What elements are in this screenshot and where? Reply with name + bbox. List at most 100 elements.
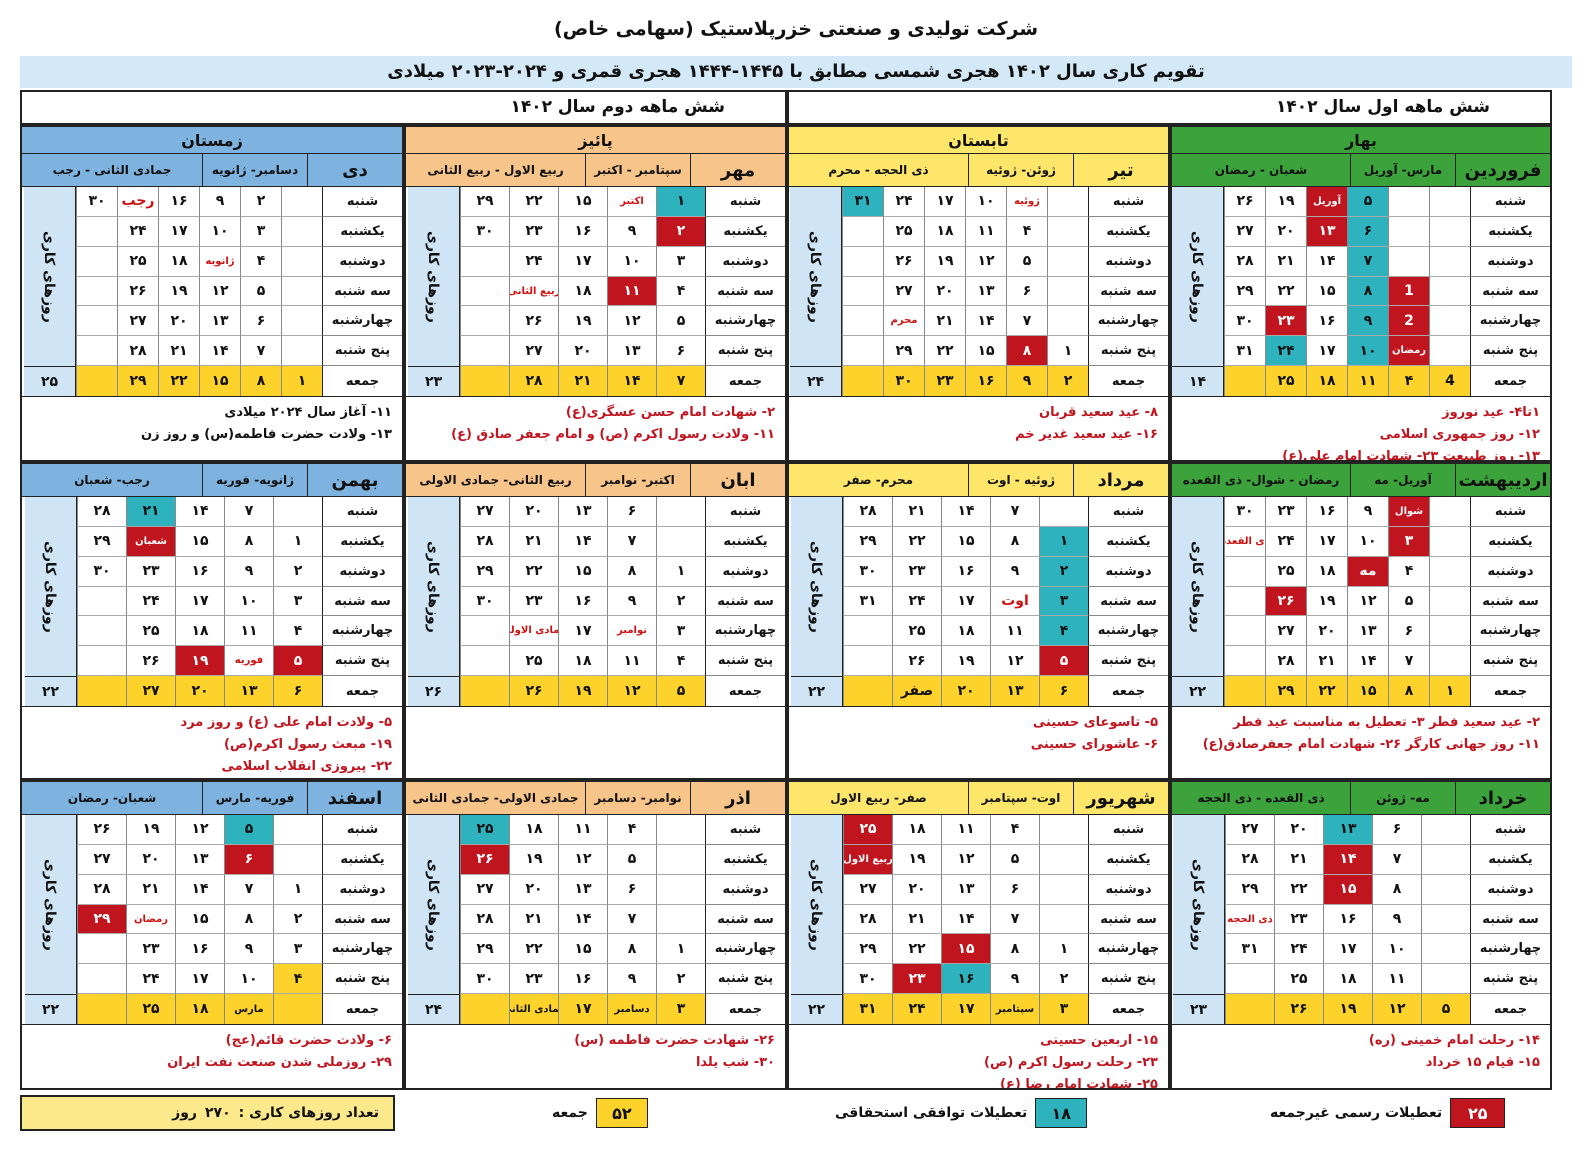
workdays-label: روزهای کاری	[808, 540, 824, 633]
weekday-label: جمعه	[322, 994, 402, 1025]
day-cell: ۲۳	[126, 934, 175, 965]
day-cell	[842, 336, 883, 367]
month-header: دی دسامبر- ژانویه جمادی الثانی - رجب	[22, 154, 402, 187]
workdays-count: ۲۶	[408, 676, 459, 706]
day-cell: ۳۰	[460, 216, 509, 247]
day-cell: ۱	[273, 874, 322, 905]
day-cell: ۱۵	[175, 526, 224, 557]
holiday-notes: ۱۴- رحلت امام خمینی (ره) ۱۵- قیام ۱۵ خردا…	[1172, 1025, 1550, 1079]
day-cell: ۲۳	[892, 964, 941, 995]
week-column: شوال ۳ ۴ ۵ ۶ ۷ ۸	[1388, 497, 1429, 707]
day-cell: ۲۳	[126, 556, 175, 587]
weekday-column: شنبه یکشنبه دوشنبه سه شنبه چهارشنبه پنج شنبه ج…	[1470, 187, 1550, 397]
workdays-count: ۱۴	[1172, 366, 1223, 396]
day-cell: ۲۳	[1265, 306, 1306, 337]
day-cell	[77, 934, 126, 965]
day-cell: ۱۲	[199, 276, 240, 307]
month-block-2-2: اذر نوامبر- دسامبر جمادی الاولی- جمادی الث…	[404, 780, 787, 1090]
day-cell: ۲	[656, 964, 705, 995]
holiday-note: ۶- ولادت حضرت قائم(عج)	[225, 1033, 392, 1048]
day-cell: ۲۰	[941, 676, 990, 707]
holiday-note: ۲۹- روزملی شدن صنعت نفت ایران	[167, 1055, 392, 1070]
day-cell	[76, 216, 117, 247]
day-cell: مه	[1347, 556, 1388, 587]
day-cell: ۱۷	[558, 616, 607, 647]
persian-month-name: تیر	[1073, 154, 1168, 186]
weekday-label: دوشنبه	[705, 556, 785, 587]
day-cell: ۷	[1347, 246, 1388, 277]
day-cell: ۲۷	[117, 306, 158, 337]
week-column: ۲۸ ۲۹ ۳۰ ۳۱	[843, 497, 892, 707]
day-cell	[1047, 187, 1088, 217]
day-cell: سپتامبر	[990, 994, 1039, 1025]
day-cell: ۳	[1039, 994, 1088, 1025]
weekday-label: دوشنبه	[1470, 556, 1550, 587]
day-cell: ۱۸	[509, 815, 558, 845]
day-cell: ۹	[224, 556, 273, 587]
day-cell: ۲۹	[1224, 276, 1265, 307]
day-cell: ۶	[224, 844, 273, 875]
weekday-label: جمعه	[705, 676, 785, 707]
holiday-notes: ۱۵- اربعین حسینی ۲۳- رحلت رسول اکرم (ص) ۲۵…	[789, 1025, 1168, 1088]
day-cell: ۲۳	[509, 586, 558, 617]
day-cell: ۱۴	[1306, 246, 1347, 277]
day-cell: ۲۶	[509, 306, 558, 337]
day-cell: ۲۴	[1265, 526, 1306, 557]
month-header: فروردین مارس- آوریل شعبان - رمضان	[1172, 154, 1550, 187]
day-cell: ۳۰	[1224, 306, 1265, 337]
week-column: ۱۳ ۱۴ ۱۵ ۱۶ ۱۷ ۱۸ ۱۹	[1323, 815, 1372, 1025]
day-cell: ۲۲	[1306, 676, 1347, 707]
holiday-note: ۱۱- ولادت رسول اکرم (ص) و امام جعفر صادق…	[451, 427, 775, 442]
hijri-months: جمادی الاولی- جمادی الثانی	[406, 782, 585, 814]
day-cell: ۲۱	[558, 366, 607, 397]
weekday-column: شنبه یکشنبه دوشنبه سه شنبه چهارشنبه پنج شنبه ج…	[1470, 815, 1550, 1025]
day-cell: ۲۳	[924, 366, 965, 397]
day-cell: ۲۲	[509, 187, 558, 217]
day-cell: ۲۲	[1265, 276, 1306, 307]
day-cell: ۶	[1006, 276, 1047, 307]
day-cell: ۱۷	[924, 187, 965, 217]
day-cell: ۱۷	[175, 586, 224, 617]
day-cell: ۱۴	[941, 497, 990, 527]
day-cell	[460, 306, 509, 337]
week-column: ژوئیه ۴ ۵ ۶ ۷ ۸ ۹	[1006, 187, 1047, 397]
week-column: ۶ ۷ ۸ ۹ ۱۰ ۱۱ ۱۲	[1372, 815, 1421, 1025]
day-cell: ۲۸	[509, 366, 558, 397]
hijri-months: ذی القعده - ذی الحجه	[1172, 782, 1350, 814]
weekday-label: سه شنبه	[1088, 276, 1168, 307]
gregorian-months: نوامبر- دسامبر	[585, 782, 690, 814]
date-grid: ۱ ۲ ۳ ۴ ۵ ۶ ۷ اکتبر ۹ ۱۰ ۱۱ ۱۲ ۱۳ ۱۴ ۱۵ ۱۶ ۱۷ ۱۸ ۱۹ ۲۰ ۲۱ ۲۲ ۲…	[460, 187, 705, 397]
day-cell	[656, 874, 705, 905]
week-column: ۱۵ ۱۶ ۱۷ ۱۸ ۱۹ ۲۰ ۲۱	[558, 187, 607, 397]
day-cell: ۱۷	[941, 994, 990, 1025]
week-column: ۳۰ذی القعده	[1224, 497, 1265, 707]
day-cell: ۲۵	[883, 216, 924, 247]
day-cell: ربیع الثانی	[509, 276, 558, 307]
day-cell: ۲۹	[460, 556, 509, 587]
month-block-1-2: شهریور اوت- سپتامبر صفر- ربیع الاول شنبه یکش…	[787, 780, 1170, 1090]
day-cell: ۱	[273, 526, 322, 557]
day-cell: ۱۱	[990, 616, 1039, 647]
day-cell: ۱۳	[990, 676, 1039, 707]
workdays-label: روزهای کاری	[807, 230, 823, 323]
day-cell: ۷	[1388, 646, 1429, 677]
day-cell: ۳	[273, 934, 322, 965]
day-cell: ۲۷	[77, 844, 126, 875]
workdays-column: روزهای کاری ۲۲	[791, 815, 843, 1024]
day-cell: ۷	[990, 497, 1039, 527]
day-cell: ۲۴	[117, 216, 158, 247]
day-cell: ۲۴	[1265, 336, 1306, 367]
day-cell: ۱۴	[965, 306, 1006, 337]
weekday-label: چهارشنبه	[705, 616, 785, 647]
day-cell: ژانویه	[199, 246, 240, 277]
day-cell: ۲۰	[126, 844, 175, 875]
gregorian-months: فوریه- مارس	[202, 782, 307, 814]
weekday-column: شنبه یکشنبه دوشنبه سه شنبه چهارشنبه پنج شنبه ج…	[1470, 497, 1550, 707]
day-cell: ژوئیه	[1006, 187, 1047, 217]
day-cell: ۱۵	[1323, 874, 1372, 905]
day-cell	[460, 246, 509, 277]
day-cell: ۲۹	[77, 904, 126, 935]
